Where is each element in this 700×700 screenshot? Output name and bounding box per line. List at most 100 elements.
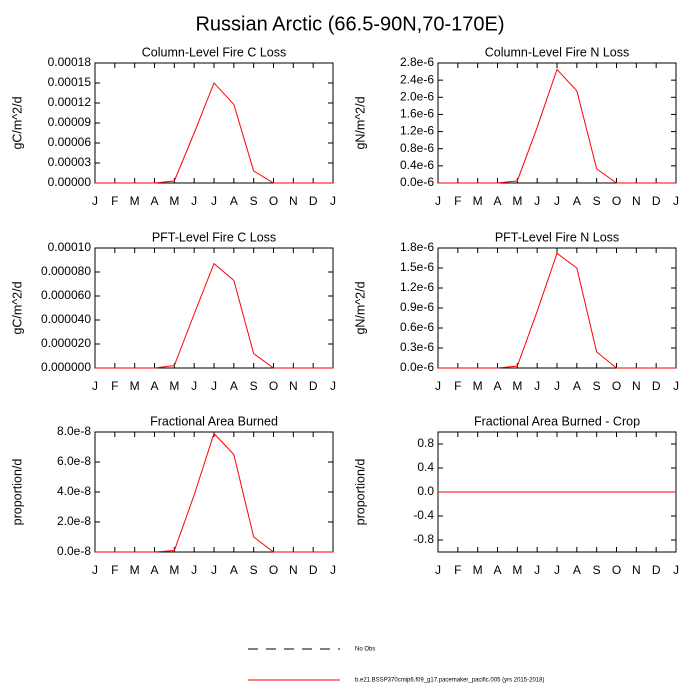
x-tick-label: J — [191, 194, 197, 208]
x-tick-label: M — [169, 194, 179, 208]
x-tick-label: J — [191, 563, 197, 577]
x-tick-label: M — [169, 379, 179, 393]
x-tick-label: J — [673, 379, 679, 393]
x-tick-label: M — [473, 194, 483, 208]
x-tick-label: M — [130, 379, 140, 393]
panel-title: Column-Level Fire N Loss — [485, 45, 630, 59]
x-tick-label: D — [652, 379, 661, 393]
y-tick-label: 0.3e-6 — [400, 340, 434, 354]
y-tick-label: 8.0e-8 — [57, 424, 91, 438]
x-tick-label: A — [230, 563, 238, 577]
data-line — [95, 82, 333, 184]
plot-frame — [437, 62, 677, 184]
x-tick-label: F — [454, 194, 461, 208]
y-tick-label: 0.000040 — [41, 312, 91, 326]
y-tick-label: 0.00012 — [48, 95, 92, 109]
x-tick-label: M — [130, 194, 140, 208]
x-tick-label: J — [330, 194, 336, 208]
x-tick-label: M — [512, 379, 522, 393]
y-axis-label: gN/m^2/d — [353, 281, 367, 334]
y-tick-label: 0.00006 — [48, 135, 92, 149]
y-tick-label: 4.0e-8 — [57, 484, 91, 498]
x-tick-label: N — [289, 194, 298, 208]
x-tick-label: M — [512, 563, 522, 577]
x-tick-label: N — [289, 379, 298, 393]
x-tick-label: N — [632, 379, 641, 393]
x-tick-label: J — [211, 194, 217, 208]
data-line — [438, 252, 676, 369]
x-tick-label: M — [130, 563, 140, 577]
y-tick-label: 0.000080 — [41, 264, 91, 278]
x-tick-label: S — [250, 379, 258, 393]
x-tick-label: M — [169, 563, 179, 577]
panel-title: PFT-Level Fire N Loss — [495, 230, 619, 244]
x-tick-label: M — [473, 563, 483, 577]
y-tick-label: 2.8e-6 — [400, 55, 434, 69]
y-tick-label: 0.0e-6 — [400, 360, 434, 374]
y-tick-label: 0.8 — [417, 436, 434, 450]
x-tick-label: J — [554, 563, 560, 577]
y-tick-label: 0.00003 — [48, 155, 92, 169]
x-tick-label: A — [573, 379, 581, 393]
y-tick-label: 1.2e-6 — [400, 280, 434, 294]
y-tick-label: 2.0e-8 — [57, 514, 91, 528]
x-tick-label: S — [250, 563, 258, 577]
x-tick-label: O — [612, 563, 621, 577]
x-tick-label: A — [230, 379, 238, 393]
x-tick-label: J — [92, 563, 98, 577]
data-line — [95, 262, 333, 369]
x-tick-label: J — [534, 194, 540, 208]
x-tick-label: M — [473, 379, 483, 393]
y-tick-label: 1.8e-6 — [400, 240, 434, 254]
x-tick-label: J — [330, 379, 336, 393]
plot-frame — [437, 247, 677, 369]
y-tick-label: 0.00010 — [48, 240, 92, 254]
legend-label: b.e21.BSSP370cmip6.f09_g17.pacemaker_pac… — [355, 678, 544, 684]
data-line — [95, 432, 333, 553]
y-tick-label: 0.6e-6 — [400, 320, 434, 334]
y-tick-label: 2.0e-6 — [400, 89, 434, 103]
x-tick-label: J — [211, 379, 217, 393]
x-tick-label: D — [652, 563, 661, 577]
x-tick-label: F — [454, 379, 461, 393]
x-tick-label: J — [435, 563, 441, 577]
y-tick-label: 0.0e-6 — [400, 175, 434, 189]
y-tick-label: 0.00000 — [48, 175, 92, 189]
x-tick-label: A — [493, 563, 501, 577]
x-tick-label: O — [269, 194, 278, 208]
y-tick-label: 0.0 — [417, 484, 434, 498]
x-tick-label: S — [593, 194, 601, 208]
x-tick-label: F — [111, 379, 118, 393]
x-tick-label: J — [191, 379, 197, 393]
y-axis-label: gC/m^2/d — [10, 96, 24, 149]
y-tick-label: 0.000020 — [41, 336, 91, 350]
y-tick-label: 0.000000 — [41, 360, 91, 374]
panel-title: Fractional Area Burned - Crop — [474, 414, 640, 428]
y-tick-label: 0.9e-6 — [400, 300, 434, 314]
figure-title: Russian Arctic (66.5-90N,70-170E) — [195, 13, 504, 35]
x-tick-label: A — [150, 379, 158, 393]
y-tick-label: 0.8e-6 — [400, 141, 434, 155]
y-tick-label: 0.00009 — [48, 115, 92, 129]
x-tick-label: F — [111, 194, 118, 208]
y-tick-label: 0.4e-6 — [400, 158, 434, 172]
y-tick-label: -0.8 — [413, 532, 434, 546]
y-tick-label: 0.000060 — [41, 288, 91, 302]
x-tick-label: O — [612, 379, 621, 393]
x-tick-label: J — [435, 194, 441, 208]
y-axis-label: proportion/d — [353, 459, 367, 526]
x-tick-label: D — [652, 194, 661, 208]
y-tick-label: 1.5e-6 — [400, 260, 434, 274]
legend-label: No Obs — [355, 647, 375, 653]
x-tick-label: F — [111, 563, 118, 577]
y-tick-label: 1.2e-6 — [400, 124, 434, 138]
x-tick-label: A — [150, 194, 158, 208]
panel-title: Fractional Area Burned — [150, 414, 278, 428]
y-tick-label: 6.0e-8 — [57, 454, 91, 468]
x-tick-label: N — [289, 563, 298, 577]
y-tick-label: -0.4 — [413, 508, 434, 522]
x-tick-label: D — [309, 379, 318, 393]
x-tick-label: J — [330, 563, 336, 577]
x-tick-label: F — [454, 563, 461, 577]
